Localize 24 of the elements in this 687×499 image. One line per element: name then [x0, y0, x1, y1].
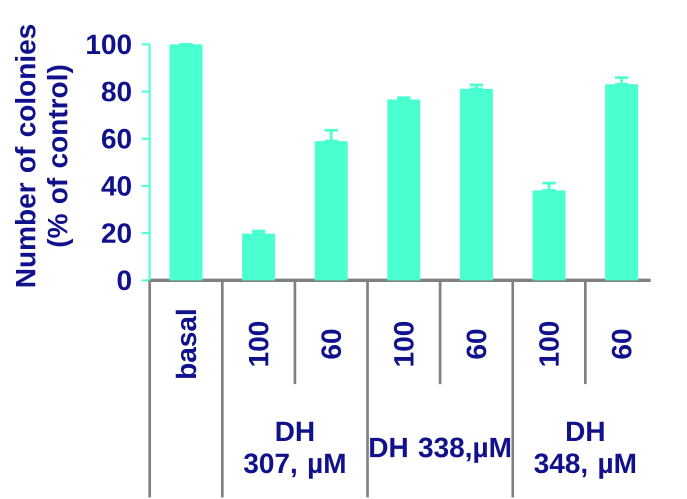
x-tick-label: 60	[466, 330, 486, 359]
x-tick-label: 100	[539, 322, 559, 366]
bar	[170, 44, 203, 280]
y-tick-label: 40	[101, 176, 131, 196]
bar	[387, 100, 420, 280]
x-tick-label: 100	[248, 322, 269, 366]
text: DH 348, µM	[534, 422, 636, 479]
x-tick-label: basal	[176, 310, 196, 378]
text: DH 338,µM	[370, 438, 510, 464]
bar	[460, 89, 493, 280]
y-tick-label: 60	[102, 128, 131, 149]
x-tick-label: 100	[394, 322, 414, 366]
y-tick-label: 20	[102, 223, 131, 244]
y-tick-label: 80	[102, 82, 131, 102]
x-tick-label: 60	[612, 330, 632, 359]
bar	[605, 84, 638, 280]
y-tick-label: 0	[118, 270, 131, 290]
bar	[532, 190, 566, 280]
bar	[242, 234, 276, 280]
bar	[314, 141, 348, 280]
y-axis-title: Number of colonies (% of control)	[14, 25, 74, 286]
text: DH 307, µM	[244, 422, 345, 479]
y-tick-label: 100	[87, 34, 131, 54]
x-tick-label: 60	[321, 330, 342, 359]
